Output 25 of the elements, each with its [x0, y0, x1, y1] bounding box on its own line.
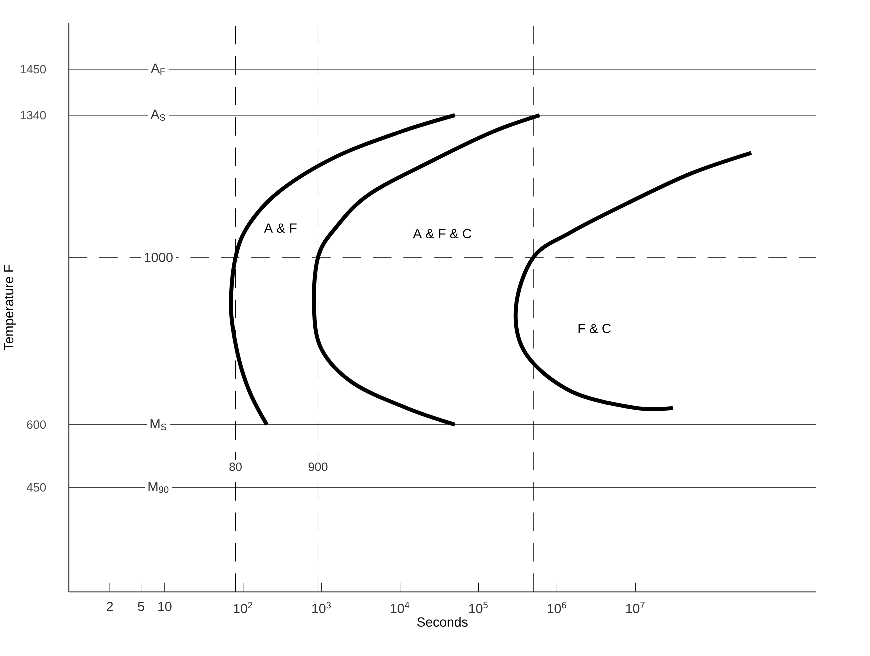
- ref-line-label: M$_{90}$: [148, 482, 169, 494]
- x-tick-label: 2: [107, 602, 114, 612]
- y-tick-label: 1340: [20, 111, 46, 120]
- x-tick-label: 10$^{5}$: [470, 602, 488, 614]
- x-tick-label: 10$^{6}$: [548, 602, 566, 614]
- x-tick-label: 5: [138, 602, 144, 612]
- ref-line-label: M$_{S}$: [150, 419, 167, 431]
- ref-line-label: 1000: [145, 253, 173, 262]
- x-tick-label: 10$^{7}$: [626, 602, 645, 614]
- x-tick-label: 10$^{3}$: [312, 602, 332, 614]
- annotation: A & F: [264, 224, 297, 234]
- ref-line-label: A$_{S}$: [150, 110, 166, 122]
- y-tick-label: 450: [26, 484, 46, 492]
- x-tick-label: 10$^{4}$: [391, 602, 410, 614]
- x-axis-title: Seconds: [418, 617, 468, 628]
- y-axis-title: Temperature F: [4, 266, 16, 351]
- y-tick-label: 600: [27, 420, 46, 430]
- ref-line-label: 80: [230, 462, 242, 472]
- x-tick-label: 10: [158, 602, 172, 612]
- annotation: A & F & C: [413, 229, 472, 239]
- y-tick-label: 1450: [20, 65, 46, 74]
- x-tick-label: 10$^{2}$: [234, 602, 253, 614]
- ref-line-label: 900: [308, 462, 328, 472]
- annotation: F & C: [578, 324, 612, 334]
- ref-line-label: A$_{F}$: [151, 64, 166, 76]
